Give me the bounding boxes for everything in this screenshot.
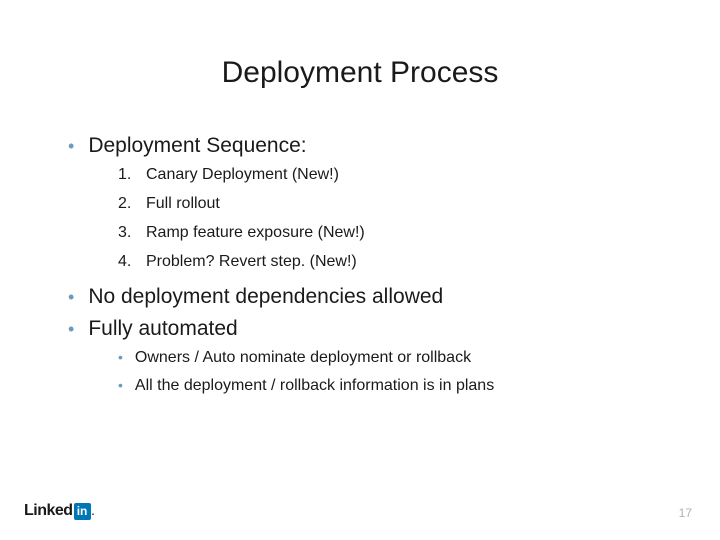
item-number: 4. — [118, 253, 146, 271]
bullet-no-dependencies: • No deployment dependencies allowed — [60, 285, 660, 309]
item-text: Problem? Revert step. (New!) — [146, 253, 357, 271]
item-text: Full rollout — [146, 195, 220, 213]
bullet-icon: • — [118, 349, 123, 365]
bullet-icon: • — [68, 287, 74, 308]
logo-in-badge: in — [74, 503, 91, 520]
numbered-item-3: 3. Ramp feature exposure (New!) — [118, 224, 660, 242]
slide-container: Deployment Process • Deployment Sequence… — [0, 0, 720, 540]
bullet-icon: • — [118, 377, 123, 393]
bullet-text: Fully automated — [88, 317, 237, 341]
item-text: Canary Deployment (New!) — [146, 166, 339, 184]
linkedin-logo: Linked in . — [24, 502, 94, 520]
slide-title: Deployment Process — [60, 56, 660, 90]
bullet-icon: • — [68, 319, 74, 340]
bullet-text: Deployment Sequence: — [88, 134, 306, 158]
logo-linked-text: Linked — [24, 502, 73, 520]
bullet-icon: • — [68, 136, 74, 157]
logo-dot: . — [92, 507, 95, 520]
sub-bullet-info-in-plans: • All the deployment / rollback informat… — [118, 377, 660, 395]
bullet-deployment-sequence: • Deployment Sequence: — [60, 134, 660, 158]
bullet-text: No deployment dependencies allowed — [88, 285, 443, 309]
page-number: 17 — [679, 506, 692, 520]
numbered-item-2: 2. Full rollout — [118, 195, 660, 213]
item-number: 1. — [118, 166, 146, 184]
sub-bullet-owners: • Owners / Auto nominate deployment or r… — [118, 349, 660, 367]
numbered-item-4: 4. Problem? Revert step. (New!) — [118, 253, 660, 271]
bullet-fully-automated: • Fully automated — [60, 317, 660, 341]
sub-bullet-text: All the deployment / rollback informatio… — [135, 377, 494, 395]
numbered-item-1: 1. Canary Deployment (New!) — [118, 166, 660, 184]
item-number: 2. — [118, 195, 146, 213]
item-number: 3. — [118, 224, 146, 242]
item-text: Ramp feature exposure (New!) — [146, 224, 365, 242]
sub-bullet-text: Owners / Auto nominate deployment or rol… — [135, 349, 471, 367]
